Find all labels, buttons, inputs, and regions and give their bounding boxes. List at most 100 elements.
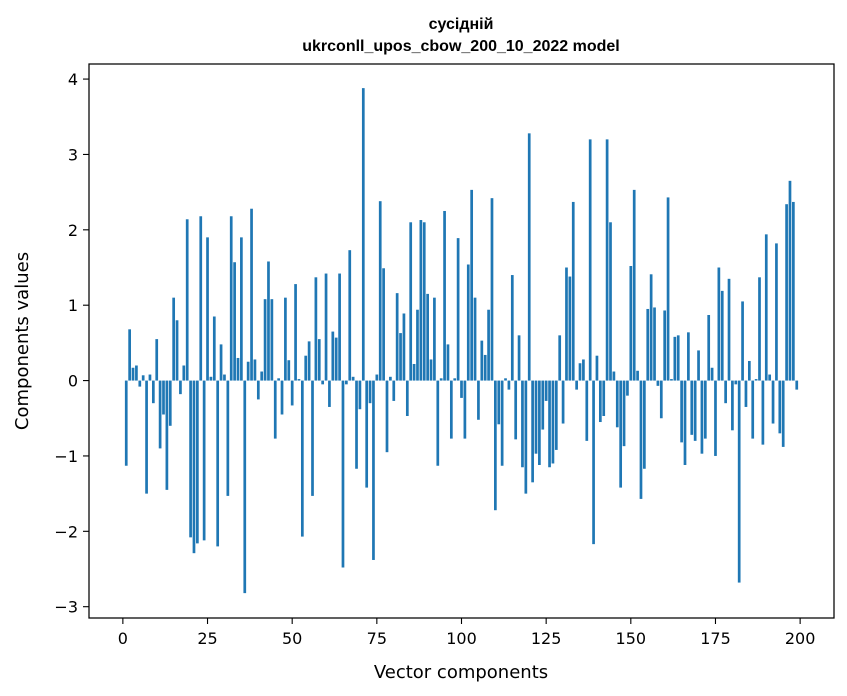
bar bbox=[135, 365, 138, 381]
bar bbox=[389, 376, 392, 381]
bar bbox=[179, 380, 182, 395]
bar bbox=[497, 380, 501, 425]
bar bbox=[792, 201, 795, 381]
bar bbox=[324, 273, 328, 381]
chart-title: сусідній ukrconll_upos_cbow_200_10_2022 … bbox=[302, 16, 619, 55]
bar bbox=[436, 380, 440, 466]
bar bbox=[717, 267, 721, 381]
bar bbox=[246, 361, 250, 381]
bar bbox=[300, 380, 304, 537]
bar bbox=[764, 234, 768, 381]
x-tick-label: 100 bbox=[446, 629, 477, 648]
bar bbox=[531, 380, 534, 483]
bar bbox=[236, 357, 240, 381]
bar bbox=[571, 201, 575, 381]
bar bbox=[243, 380, 247, 594]
bar bbox=[263, 299, 267, 381]
y-tick-label: 1 bbox=[68, 296, 78, 315]
y-axis-label: Components values bbox=[12, 252, 33, 430]
bar bbox=[615, 380, 619, 428]
bar bbox=[331, 331, 335, 381]
bar bbox=[778, 380, 782, 434]
bar bbox=[409, 222, 413, 381]
bar bbox=[737, 380, 741, 583]
bar bbox=[761, 380, 765, 445]
x-tick-label: 50 bbox=[282, 629, 302, 648]
bar bbox=[229, 216, 233, 381]
y-tick-label: 3 bbox=[68, 145, 78, 164]
bar bbox=[622, 380, 626, 447]
bar bbox=[422, 222, 426, 381]
bar bbox=[612, 371, 616, 381]
bar bbox=[328, 380, 331, 407]
bar bbox=[460, 380, 463, 398]
bar bbox=[609, 222, 612, 381]
chart-title-line-1: сусідній bbox=[429, 16, 494, 33]
bar bbox=[138, 380, 142, 387]
bar bbox=[548, 380, 551, 468]
x-axis-label: Vector components bbox=[374, 662, 548, 683]
bar bbox=[690, 380, 694, 435]
bar bbox=[727, 278, 731, 381]
bar bbox=[747, 360, 751, 381]
bar bbox=[202, 380, 206, 541]
bar bbox=[487, 309, 490, 381]
bar bbox=[219, 344, 223, 381]
bar bbox=[687, 332, 690, 381]
bar bbox=[663, 310, 667, 381]
bar bbox=[507, 380, 511, 390]
bar bbox=[629, 266, 633, 381]
bar bbox=[209, 376, 213, 381]
bar bbox=[788, 180, 792, 381]
bar bbox=[710, 367, 714, 381]
x-tick-label: 125 bbox=[531, 629, 562, 648]
y-tick-label: −2 bbox=[54, 522, 78, 541]
bar bbox=[707, 314, 711, 381]
bar bbox=[304, 355, 308, 381]
bar bbox=[724, 380, 727, 404]
bar bbox=[372, 380, 375, 560]
plot-frame bbox=[88, 63, 835, 619]
bar bbox=[375, 374, 379, 381]
bar bbox=[433, 297, 436, 381]
y-axis-ticks: −3 −2 −1 0 1 2 3 4 bbox=[54, 70, 89, 617]
bar bbox=[781, 380, 785, 447]
bar bbox=[314, 277, 318, 381]
bar bbox=[355, 380, 358, 469]
bar bbox=[345, 380, 348, 385]
bar bbox=[256, 380, 260, 400]
bar bbox=[348, 250, 352, 381]
x-tick-label: 75 bbox=[367, 629, 387, 648]
bar bbox=[199, 216, 203, 381]
bar bbox=[128, 329, 131, 381]
bar bbox=[466, 264, 470, 381]
bar bbox=[544, 380, 548, 401]
x-tick-label: 175 bbox=[700, 629, 731, 648]
bar bbox=[524, 380, 528, 494]
bar bbox=[527, 133, 531, 381]
bar bbox=[676, 335, 680, 381]
bar bbox=[470, 189, 474, 381]
bar bbox=[483, 354, 487, 381]
bar bbox=[480, 340, 484, 381]
bar bbox=[172, 297, 176, 381]
bar bbox=[270, 299, 274, 381]
y-tick-label: −1 bbox=[54, 447, 78, 466]
bar bbox=[192, 380, 196, 554]
bar bbox=[514, 380, 518, 440]
bar bbox=[402, 313, 406, 381]
bar bbox=[636, 370, 639, 381]
bar bbox=[494, 380, 497, 511]
bar bbox=[412, 363, 416, 381]
bar bbox=[155, 339, 159, 381]
bar bbox=[731, 380, 734, 431]
bar bbox=[216, 380, 220, 547]
bar bbox=[697, 350, 700, 381]
bar bbox=[439, 378, 443, 381]
bar bbox=[775, 243, 778, 381]
bars-group bbox=[124, 88, 799, 594]
bar bbox=[223, 374, 226, 381]
bar bbox=[741, 301, 744, 381]
bar bbox=[666, 197, 670, 381]
bar bbox=[656, 380, 660, 386]
